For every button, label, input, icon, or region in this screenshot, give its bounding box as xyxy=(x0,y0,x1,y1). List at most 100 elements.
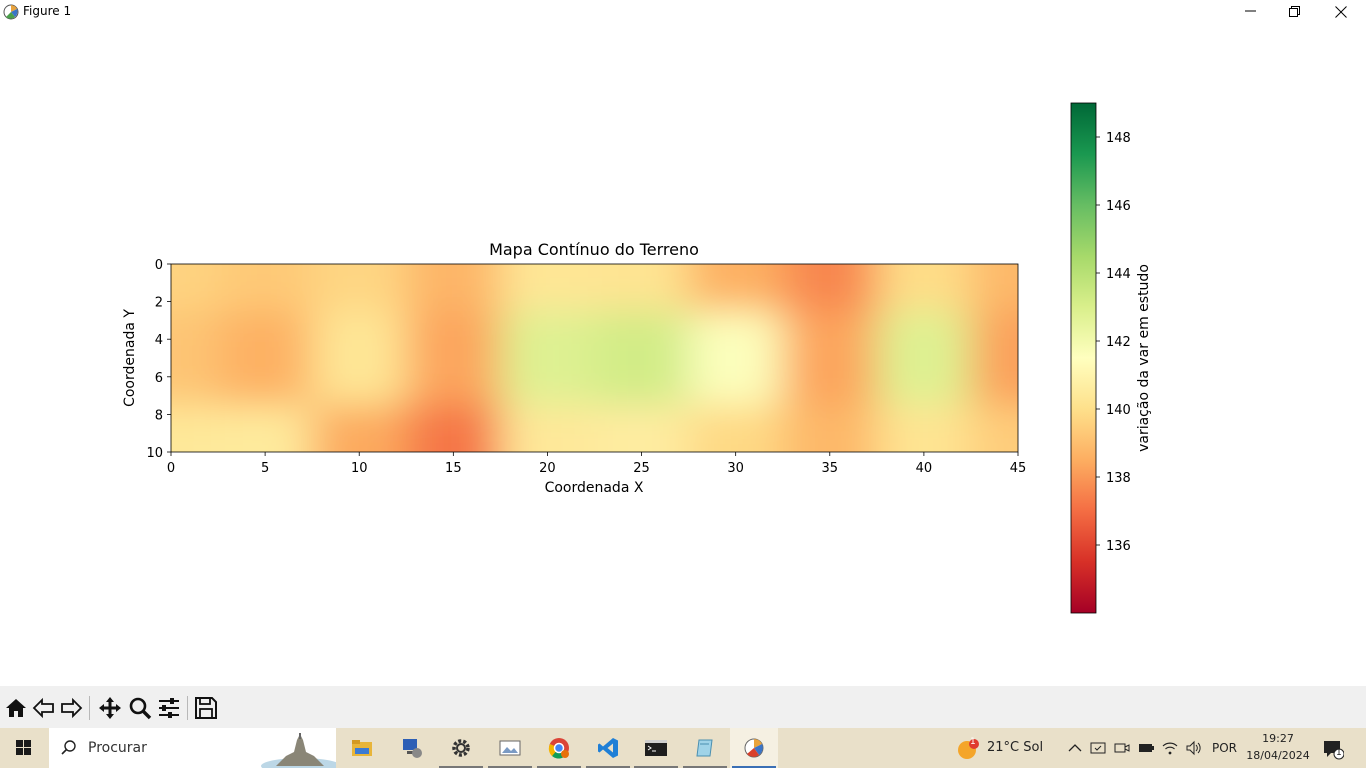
minimize-icon xyxy=(1245,10,1256,12)
taskbar-matplotlib-figure[interactable] xyxy=(730,728,778,768)
heatmap-cell xyxy=(876,405,972,452)
remote-desktop-icon xyxy=(403,739,422,758)
zoom-icon[interactable] xyxy=(127,695,153,721)
heatmap-cell xyxy=(218,264,314,312)
heatmap-cell xyxy=(406,405,502,452)
running-indicator xyxy=(488,766,532,768)
wifi-icon[interactable] xyxy=(1162,740,1178,756)
file-explorer-icon xyxy=(352,740,372,756)
x-tick-label: 20 xyxy=(539,461,556,476)
navigation-toolbar xyxy=(0,686,1366,728)
x-tick-label: 25 xyxy=(633,461,650,476)
heatmap-cell xyxy=(171,405,220,452)
chrome-icon xyxy=(548,738,569,759)
heatmap-cell xyxy=(688,264,784,312)
y-tick-label: 2 xyxy=(155,296,163,311)
heatmap-cell xyxy=(782,405,878,452)
search-highlight-image xyxy=(261,733,336,768)
battery-icon[interactable] xyxy=(1138,740,1154,756)
taskbar-settings[interactable] xyxy=(437,728,485,768)
chart-title: Mapa Contínuo do Terreno xyxy=(489,240,699,259)
x-tick-label: 40 xyxy=(916,461,933,476)
plot-frame xyxy=(170,263,1019,453)
heatmap-cell xyxy=(970,311,1018,406)
y-tick-label: 6 xyxy=(155,371,163,386)
figure-canvas[interactable]: Mapa Contínuo do Terreno 0 5 10 15 20 25 30 35 4… xyxy=(0,24,1366,686)
home-icon[interactable] xyxy=(3,695,29,721)
settings-icon xyxy=(452,739,470,757)
taskbar-terminal[interactable] xyxy=(632,728,680,768)
language-indicator[interactable]: POR xyxy=(1212,741,1238,755)
x-tick-label: 0 xyxy=(167,461,175,476)
x-axis-label: Coordenada X xyxy=(545,480,644,496)
sun-icon xyxy=(958,739,979,759)
clock-date[interactable]: 18/04/2024 xyxy=(1246,749,1310,762)
heatmap-cell xyxy=(500,405,596,452)
taskbar-notepad[interactable] xyxy=(681,728,729,768)
volume-icon[interactable] xyxy=(1186,740,1202,756)
plot-area xyxy=(171,264,1018,452)
colorbar-tick-label: 146 xyxy=(1106,199,1131,214)
running-indicator xyxy=(732,766,776,768)
security-icon[interactable] xyxy=(1090,740,1106,756)
running-indicator xyxy=(683,766,727,768)
taskbar: Procurar xyxy=(0,728,1366,768)
running-indicator xyxy=(439,766,483,768)
heatmap-cell xyxy=(782,264,878,312)
taskbar-chrome[interactable] xyxy=(535,728,583,768)
taskbar-photos[interactable] xyxy=(486,728,534,768)
y-tick-label: 4 xyxy=(155,333,163,348)
weather-widget[interactable]: 1 21°C Sol xyxy=(955,728,1055,768)
heatmap-cell xyxy=(782,311,878,406)
x-tick-label: 5 xyxy=(261,461,269,476)
y-tick-label: 10 xyxy=(146,446,163,461)
forward-icon[interactable] xyxy=(58,695,84,721)
heatmap-cell xyxy=(171,311,220,406)
chevron-up-icon[interactable] xyxy=(1067,740,1083,756)
y-tick-label: 0 xyxy=(155,258,163,273)
colorbar-tick-label: 140 xyxy=(1106,403,1131,418)
close-icon xyxy=(1335,6,1347,18)
colorbar-tick-label: 136 xyxy=(1106,539,1131,554)
start-button[interactable] xyxy=(0,728,48,768)
notification-center-button[interactable]: 1 xyxy=(1322,738,1345,760)
clock-time[interactable]: 19:27 xyxy=(1262,732,1294,745)
heatmap-chart: Mapa Contínuo do Terreno 0 5 10 15 20 25 30 35 4… xyxy=(122,102,1152,614)
photos-icon xyxy=(499,740,521,756)
heatmap-cell xyxy=(594,405,690,452)
heatmap-cell xyxy=(312,311,408,406)
notepad-icon xyxy=(696,739,713,757)
pan-icon[interactable] xyxy=(97,695,123,721)
camera-icon[interactable] xyxy=(1114,740,1130,756)
taskbar-remote-desktop[interactable] xyxy=(388,728,436,768)
heatmap-cell xyxy=(594,264,690,312)
matplotlib-app-icon xyxy=(3,4,19,20)
running-indicator xyxy=(634,766,678,768)
restore-button[interactable] xyxy=(1272,0,1318,24)
heatmap-cell xyxy=(970,264,1018,312)
colorbar xyxy=(1070,102,1097,614)
x-tick-label: 30 xyxy=(727,461,744,476)
close-button[interactable] xyxy=(1318,0,1364,24)
colorbar-tick-label: 144 xyxy=(1106,267,1131,282)
colorbar-tick-label: 142 xyxy=(1106,335,1131,350)
configure-icon[interactable] xyxy=(156,695,182,721)
restore-icon xyxy=(1289,6,1300,17)
toolbar-separator xyxy=(89,696,90,720)
heatmap-cell xyxy=(218,311,314,406)
toolbar-separator xyxy=(187,696,188,720)
weather-text: 21°C Sol xyxy=(987,740,1044,755)
x-tick-label: 15 xyxy=(445,461,462,476)
heatmap-cell xyxy=(312,264,408,312)
save-icon[interactable] xyxy=(193,695,219,721)
x-tick-label: 35 xyxy=(822,461,839,476)
search-box[interactable]: Procurar xyxy=(49,728,336,768)
minimize-button[interactable] xyxy=(1228,0,1274,24)
matplotlib-icon xyxy=(744,738,764,758)
back-icon[interactable] xyxy=(31,695,57,721)
colorbar-tick-label: 148 xyxy=(1106,131,1131,146)
taskbar-file-explorer[interactable] xyxy=(338,728,386,768)
heatmap-cell xyxy=(171,264,220,312)
search-placeholder: Procurar xyxy=(88,740,147,756)
taskbar-vscode[interactable] xyxy=(584,728,632,768)
